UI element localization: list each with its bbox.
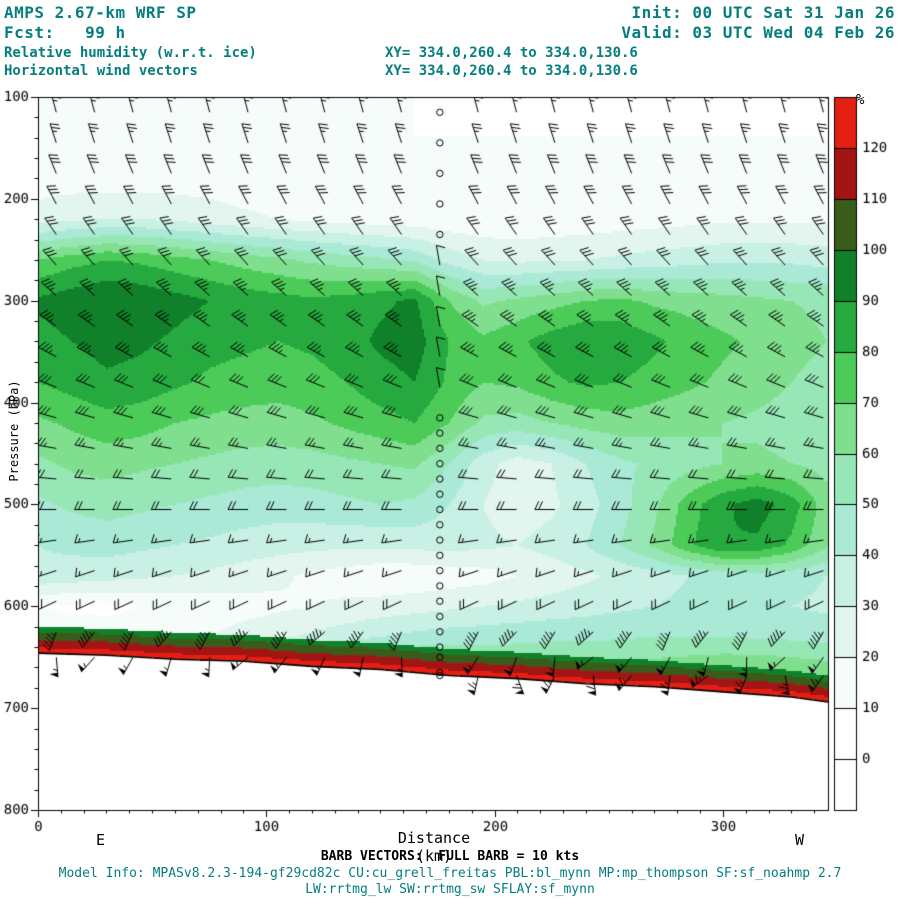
valid-time: Valid: 03 UTC Wed 04 Feb 26: [621, 23, 895, 42]
physics-info: LW:rrtmg_lw SW:rrtmg_sw SFLAY:sf_mynn: [305, 882, 595, 897]
field-title-rh: Relative humidity (w.r.t. ice): [4, 45, 257, 61]
x-end-label-east: E: [96, 831, 106, 849]
model-title: AMPS 2.67-km WRF SP: [4, 3, 197, 22]
x-end-label-west: W: [795, 831, 805, 849]
colorbar-unit-label: %: [856, 92, 865, 108]
xy-range-wind: XY= 334.0,260.4 to 334.0,130.6: [385, 63, 638, 79]
field-title-wind: Horizontal wind vectors: [4, 63, 198, 79]
model-info: Model Info: MPASv8.2.3-194-gf29cd82c CU:…: [58, 866, 842, 881]
init-time: Init: 00 UTC Sat 31 Jan 26: [631, 3, 895, 22]
x-axis-title: Distance (km): [397, 829, 471, 865]
forecast-hour: Fcst: 99 h: [4, 23, 126, 42]
y-axis-title: Pressure (hPa): [7, 380, 21, 482]
xy-range-rh: XY= 334.0,260.4 to 334.0,130.6: [385, 45, 638, 61]
barb-legend: BARB VECTORS: FULL BARB = 10 kts: [320, 849, 580, 864]
